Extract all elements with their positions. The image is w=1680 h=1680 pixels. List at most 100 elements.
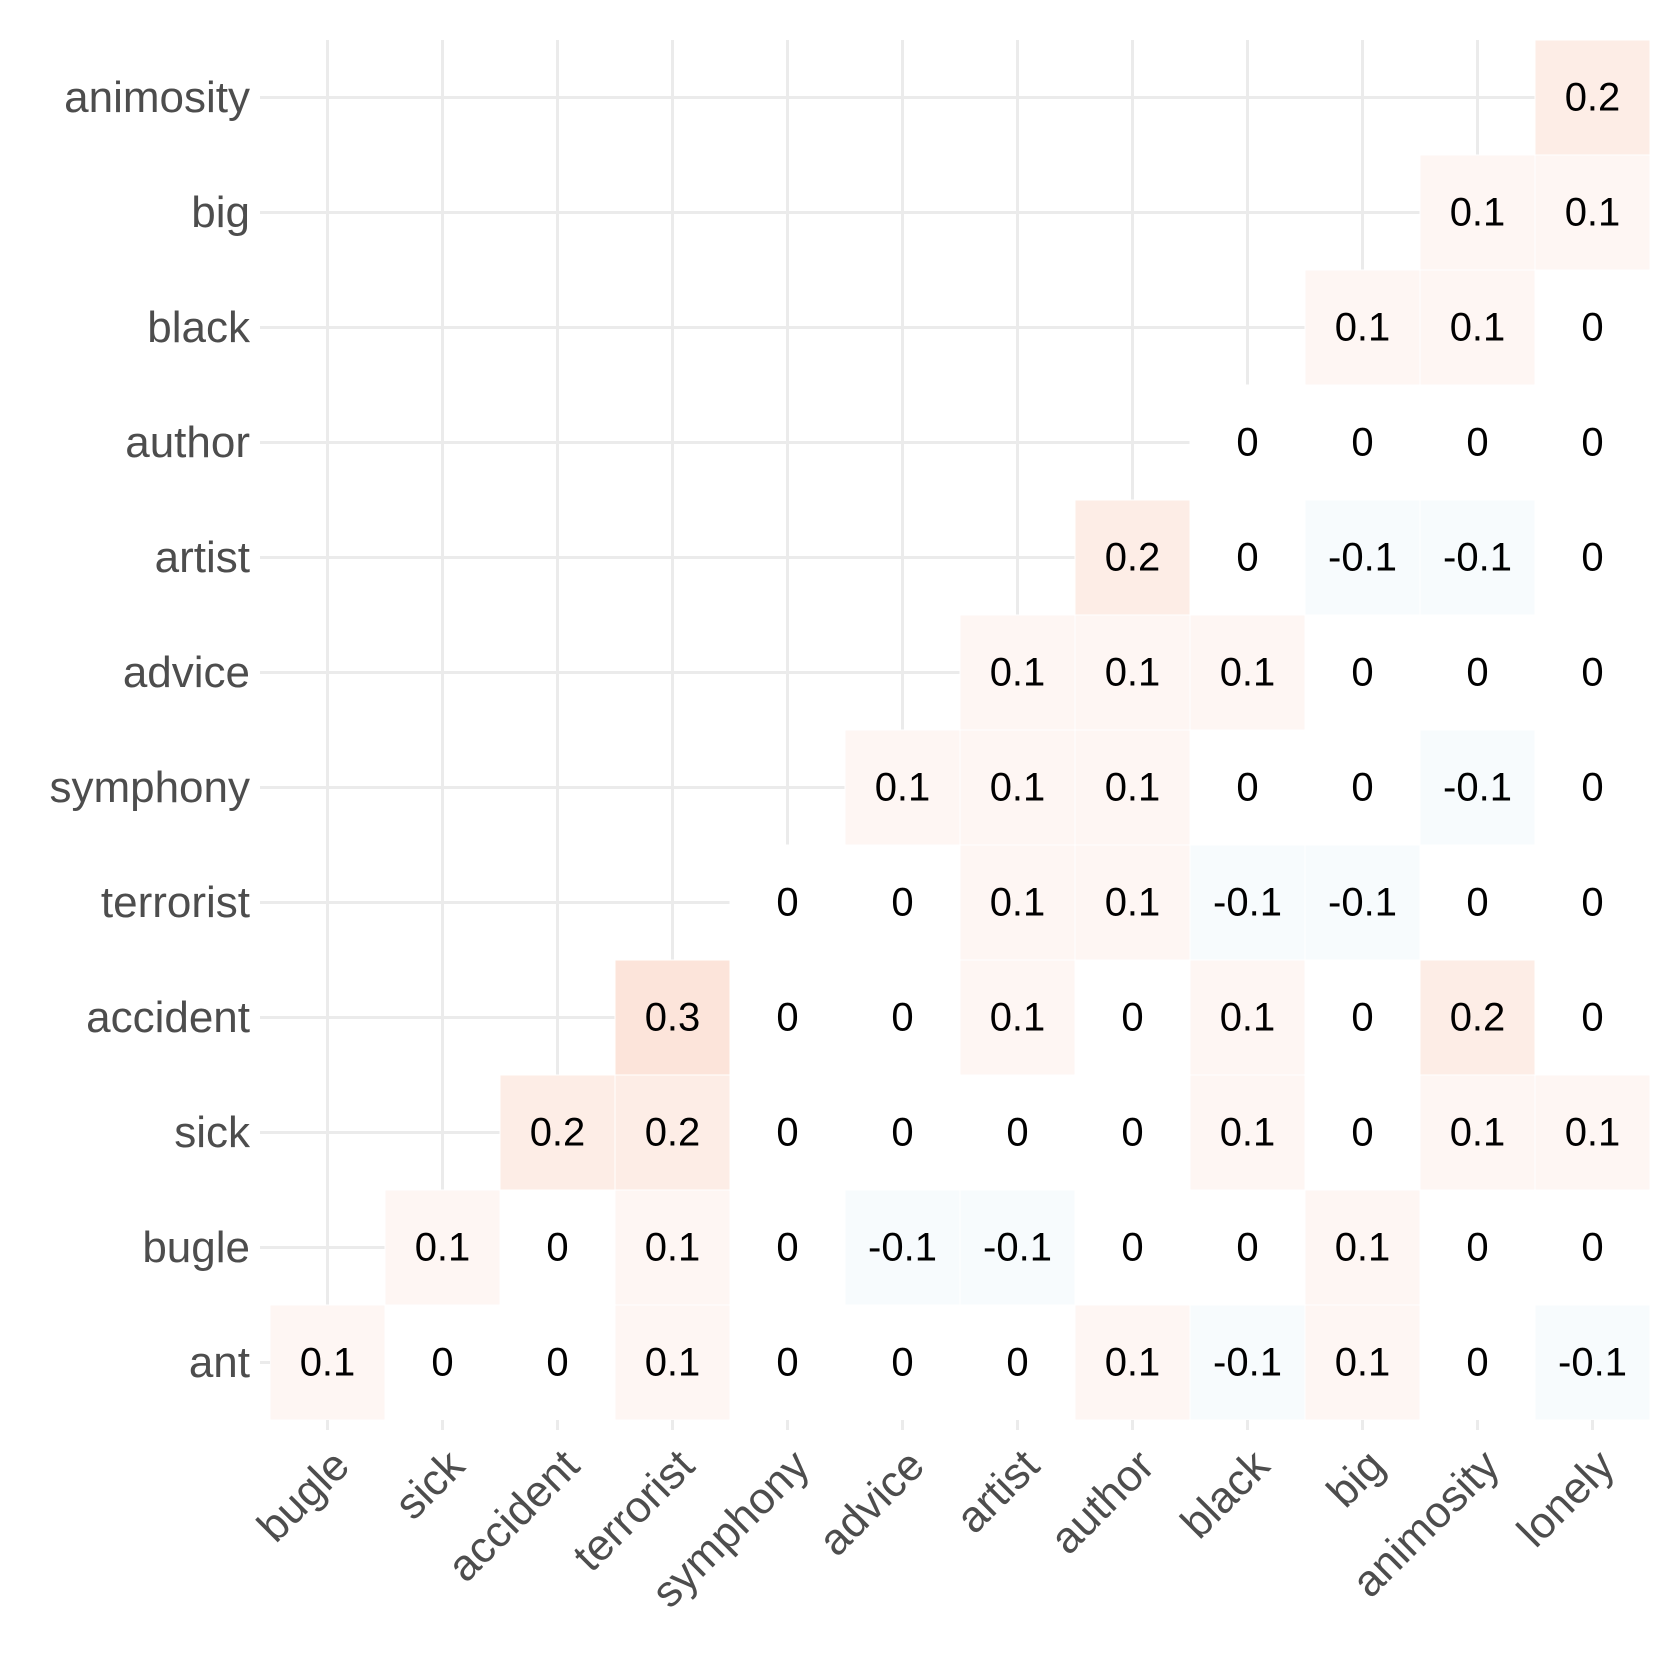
heatmap-cell (1534, 844, 1651, 961)
cell-value-label: 0 (1581, 766, 1603, 810)
x-axis-labels: bugle sickaccidentterroristsymphonyadvice… (248, 1440, 1624, 1617)
cell-value-label: 0.1 (1335, 1341, 1391, 1385)
heatmap-cell (1189, 1189, 1306, 1306)
cell-value-label: 0.2 (1105, 536, 1161, 580)
heatmap-cell (1534, 269, 1651, 386)
cell-value-label: 0 (1121, 996, 1143, 1040)
heatmap-cell (1534, 959, 1651, 1076)
cell-value-label: 0 (1581, 421, 1603, 465)
cell-value-label: 0 (1581, 536, 1603, 580)
heatmap-cell (1534, 614, 1651, 731)
heatmap-cell (959, 1304, 1076, 1421)
heatmap-cell (384, 1304, 501, 1421)
heatmap-cell (1189, 1074, 1306, 1191)
cell-value-label: 0.1 (1220, 651, 1276, 695)
heatmap-cell (1419, 269, 1536, 386)
cell-value-label: 0.1 (1220, 1111, 1276, 1155)
heatmap-cell (1534, 39, 1651, 156)
heatmap-cell (1419, 499, 1536, 616)
cell-value-label: 0.1 (1220, 996, 1276, 1040)
cell-value-label: 0 (1466, 421, 1488, 465)
cell-value-label: 0 (1351, 421, 1373, 465)
heatmap-cell (844, 1189, 961, 1306)
x-tick-label: big (1318, 1441, 1394, 1517)
heatmap-cell (1419, 844, 1536, 961)
cell-value-label: -0.1 (1558, 1341, 1627, 1385)
heatmap-cell (1074, 959, 1191, 1076)
heatmap-cell (1074, 1304, 1191, 1421)
heatmap-cell (1304, 269, 1421, 386)
heatmap-cell (844, 729, 961, 846)
heatmap-cell (959, 959, 1076, 1076)
y-tick-label: author (125, 418, 250, 467)
cell-value-label: 0.1 (1335, 1226, 1391, 1270)
cell-value-label: 0.1 (1565, 191, 1621, 235)
heatmap-cell (384, 1189, 501, 1306)
cell-value-label: 0 (1236, 766, 1258, 810)
cell-value-label: 0.2 (1450, 996, 1506, 1040)
cell-value-label: 0.1 (990, 651, 1046, 695)
heatmap-cell (1189, 959, 1306, 1076)
cell-value-label: 0 (1236, 421, 1258, 465)
cell-value-label: 0.1 (415, 1226, 471, 1270)
cell-value-label: 0 (1121, 1111, 1143, 1155)
heatmap-cell (499, 1074, 616, 1191)
x-tick-label: artist (947, 1441, 1049, 1543)
heatmap-cell (1304, 729, 1421, 846)
cell-value-label: 0 (891, 1341, 913, 1385)
cell-value-label: -0.1 (1213, 1341, 1282, 1385)
x-tick-label: author (1041, 1441, 1164, 1564)
heatmap-cell (614, 1189, 731, 1306)
heatmap-cells: 0.1 0 0 0.1 0 0 0 0.1 -0.1 0.1 0 -0.1 0.1 0 0.1 0 -0.1 -0… (269, 39, 1651, 1421)
heatmap-cell (1304, 499, 1421, 616)
cell-value-label: 0 (1466, 651, 1488, 695)
cell-value-label: 0.1 (1450, 306, 1506, 350)
heatmap-cell (959, 844, 1076, 961)
cell-value-label: 0 (1006, 1341, 1028, 1385)
cell-value-label: 0 (1121, 1226, 1143, 1270)
cell-value-label: 0.1 (1450, 1111, 1506, 1155)
heatmap-cell (499, 1189, 616, 1306)
cell-value-label: 0.3 (645, 996, 701, 1040)
cell-value-label: 0.1 (1105, 766, 1161, 810)
cell-value-label: 0.1 (875, 766, 931, 810)
cell-value-label: -0.1 (1443, 536, 1512, 580)
cell-value-label: 0.1 (300, 1341, 356, 1385)
heatmap-cell (729, 959, 846, 1076)
cell-value-label: 0 (1351, 651, 1373, 695)
cell-value-label: 0 (1006, 1111, 1028, 1155)
cell-value-label: 0.1 (1335, 306, 1391, 350)
x-tick-label: sick (386, 1440, 475, 1529)
cell-value-label: 0 (776, 881, 798, 925)
heatmap-cell (1304, 844, 1421, 961)
y-tick-label: artist (155, 533, 250, 582)
heatmap-cell (1189, 614, 1306, 731)
cell-value-label: 0.1 (990, 766, 1046, 810)
cell-value-label: 0 (1581, 996, 1603, 1040)
cell-value-label: -0.1 (983, 1226, 1052, 1270)
heatmap-cell (1074, 614, 1191, 731)
heatmap-cell (1419, 959, 1536, 1076)
x-tick-label: lonely (1508, 1441, 1624, 1557)
heatmap-cell (614, 1304, 731, 1421)
heatmap-cell (1534, 154, 1651, 271)
heatmap-cell (1304, 1189, 1421, 1306)
y-tick-label: black (147, 303, 251, 352)
cell-value-label: -0.1 (1328, 536, 1397, 580)
cell-value-label: 0 (891, 996, 913, 1040)
cell-value-label: -0.1 (1213, 881, 1282, 925)
cell-value-label: 0 (431, 1341, 453, 1385)
y-tick-label: big (191, 188, 250, 237)
y-tick-label: symphony (49, 763, 250, 812)
heatmap-cell (1074, 499, 1191, 616)
heatmap-cell (959, 614, 1076, 731)
heatmap-cell (1534, 1074, 1651, 1191)
cell-value-label: 0.2 (1565, 76, 1621, 120)
cell-value-label: 0 (1351, 996, 1373, 1040)
cell-value-label: 0 (1351, 1111, 1373, 1155)
x-tick-label: black (1172, 1440, 1280, 1548)
cell-value-label: 0 (1581, 1226, 1603, 1270)
cell-value-label: 0.1 (990, 881, 1046, 925)
cell-value-label: 0 (776, 1111, 798, 1155)
